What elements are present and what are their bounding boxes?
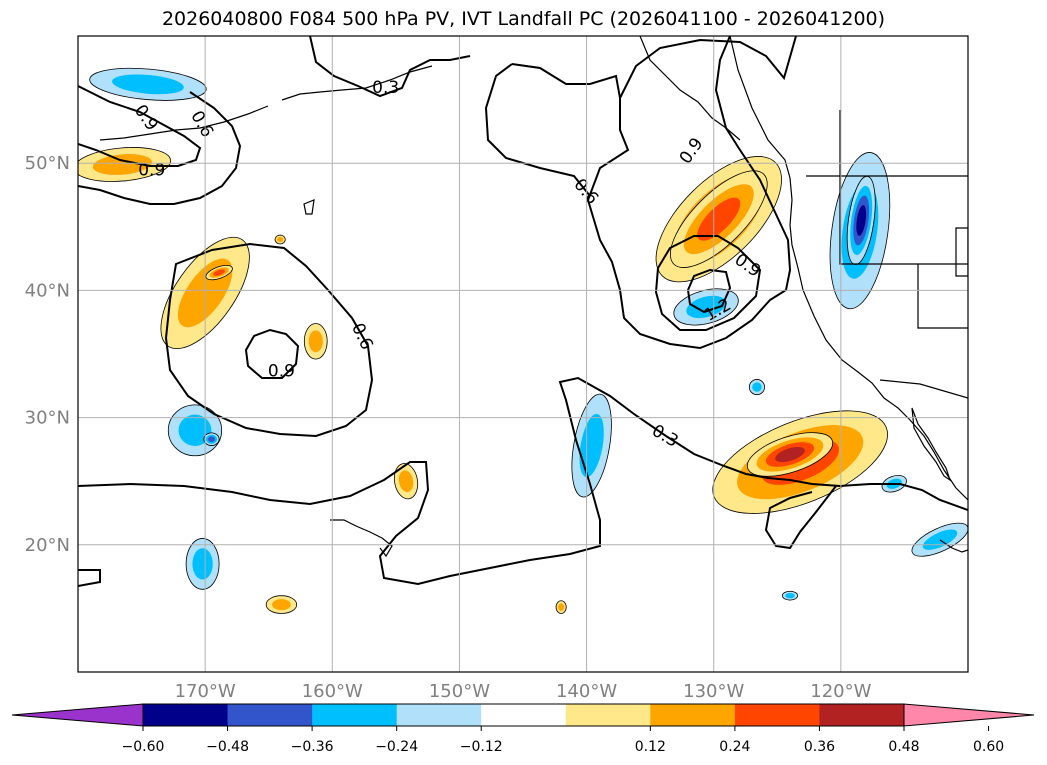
pv-contour-0.6-east-inner bbox=[484, 63, 591, 197]
ivt-neg-subtropical-west-core-level-3 bbox=[208, 436, 215, 443]
colorbar-swatch bbox=[650, 704, 736, 726]
ivt-pos-mid-pacific-cell-level-2 bbox=[308, 330, 323, 353]
border-interior-2 bbox=[917, 264, 968, 329]
colorbar-extend-low bbox=[11, 703, 144, 727]
longitude-tick-labels: 170°W 160°W 150°W 140°W 130°W 120°W bbox=[175, 681, 872, 702]
pv-contour-layer bbox=[78, 36, 968, 587]
coastline-aleutians-west bbox=[99, 105, 269, 141]
ivt-neg-east-pacific-band-level-2 bbox=[579, 413, 604, 478]
colorbar-swatch bbox=[819, 704, 905, 726]
ivt-pos-small-cell-142w-level-2 bbox=[558, 603, 565, 612]
pv-contour-label: 0.9 bbox=[138, 161, 165, 181]
pv-contour-label: 0.9 bbox=[268, 362, 295, 382]
border-interior-3 bbox=[879, 379, 968, 399]
ivt-neg-offshore-california-cell-level-2 bbox=[686, 295, 726, 319]
ivt-pos-central-pacific-arc-core-level-3 bbox=[213, 269, 226, 276]
colorbar-tick-label: −0.36 bbox=[291, 739, 334, 755]
latitude-tick-labels: 20°N 30°N 40°N 50°N bbox=[25, 153, 70, 556]
ivt-neg-aleutian-northwest-cell-level-2 bbox=[112, 74, 184, 95]
lon-tick-label: 160°W bbox=[302, 681, 363, 702]
pv-contour-label: 0.9 bbox=[130, 101, 162, 135]
coastline-baja bbox=[911, 407, 952, 482]
coastline-layer bbox=[99, 36, 968, 558]
colorbar-swatch bbox=[481, 704, 567, 726]
colorbar-tick-label: 0.12 bbox=[635, 739, 666, 755]
colorbar: −0.60 −0.48 −0.36 −0.24 −0.12 0.12 0.24 0.36 0.4… bbox=[11, 703, 1035, 755]
pv-contour-0.3-south bbox=[78, 376, 968, 586]
pv-contour-0.9-aleutian bbox=[78, 85, 202, 167]
colorbar-tick-label: 0.36 bbox=[804, 739, 835, 755]
colorbar-swatch bbox=[227, 704, 313, 726]
colorbar-tick-label: −0.48 bbox=[206, 739, 249, 755]
ivt-pos-hawaii-north-cell-level-2 bbox=[398, 470, 414, 493]
ivt-neg-tropical-west-cell-level-2 bbox=[192, 548, 213, 580]
pv-contour-label: 0.3 bbox=[372, 78, 399, 98]
coastline-hawaii bbox=[330, 519, 393, 558]
ivt-pos-hawaii-west-cell-level-2 bbox=[272, 599, 291, 611]
coastline-mexico-west bbox=[939, 539, 968, 553]
coastline-aleutians-east bbox=[281, 65, 433, 101]
ivt-pos-aleutian-west-band-level-2 bbox=[92, 154, 153, 175]
colorbar-swatch bbox=[734, 704, 820, 726]
lat-tick-label: 30°N bbox=[25, 408, 70, 429]
pv-contour-1.2-low bbox=[686, 268, 732, 314]
map-frame bbox=[77, 35, 969, 673]
ivt-pos-se-subtropical-core-level-4 bbox=[775, 446, 805, 463]
colorbar-tick-label: −0.24 bbox=[375, 739, 418, 755]
lon-tick-label: 120°W bbox=[810, 681, 871, 702]
ivt-neg-subtropical-west-cell-level-2 bbox=[178, 414, 212, 446]
pv-contour-0.3-north-pacific bbox=[309, 36, 471, 98]
lon-tick-label: 140°W bbox=[556, 681, 617, 702]
pv-contour-label: 0.6 bbox=[186, 108, 217, 141]
pv-contour-0.3-west bbox=[78, 569, 101, 587]
pv-contour-label: 0.6 bbox=[347, 320, 377, 353]
colorbar-swatch bbox=[143, 704, 229, 726]
pv-contour-0.6-aleutian bbox=[78, 91, 242, 205]
pv-contour-label: 0.3 bbox=[648, 421, 681, 452]
colorbar-swatch bbox=[396, 704, 482, 726]
border-interior-1 bbox=[839, 110, 968, 265]
colorbar-tick-label: −0.12 bbox=[460, 739, 503, 755]
lon-tick-label: 130°W bbox=[683, 681, 744, 702]
colorbar-tick-label: −0.60 bbox=[122, 739, 165, 755]
figure-title: 2026040800 F084 500 hPa PV, IVT Landfall… bbox=[161, 8, 886, 30]
colorbar-tick-label: 0.48 bbox=[888, 739, 919, 755]
pv-contour-0.3-south-loop bbox=[764, 485, 837, 550]
lat-tick-label: 40°N bbox=[25, 280, 70, 301]
ivt-neg-small-cell-124w-level-2 bbox=[785, 592, 795, 599]
pv-contour-0.9-east bbox=[619, 36, 797, 99]
colorbar-tick-label: 0.24 bbox=[719, 739, 750, 755]
lat-tick-label: 20°N bbox=[25, 535, 70, 556]
pv-contour-label: 0.6 bbox=[569, 175, 602, 209]
ivt-neg-small-cell-127w-level-2 bbox=[752, 382, 762, 392]
ivt-pos-small-cell-164w-level-2 bbox=[277, 236, 284, 243]
island-small bbox=[303, 199, 315, 215]
colorbar-swatch bbox=[565, 704, 651, 726]
ivt-pos-pacific-northwest-core-level-3 bbox=[697, 197, 741, 241]
pv-contour-0.6-east bbox=[511, 36, 792, 350]
colorbar-extend-high bbox=[903, 703, 1035, 727]
ivt-neg-intermountain-west-core-level-4 bbox=[856, 205, 867, 236]
gridlines bbox=[78, 36, 968, 672]
coastline-pacific-northwest bbox=[729, 36, 968, 501]
lon-tick-label: 150°W bbox=[429, 681, 490, 702]
colorbar-tick-label: 0.60 bbox=[973, 739, 1004, 755]
coastline-alaska-panhandle bbox=[639, 36, 741, 141]
colorbar-swatch bbox=[312, 704, 398, 726]
colorbar-frame bbox=[142, 703, 905, 727]
pv-contour-0.9-central bbox=[244, 328, 300, 379]
lon-tick-label: 170°W bbox=[175, 681, 236, 702]
lat-tick-label: 50°N bbox=[25, 153, 70, 174]
pv-contour-0.9-low bbox=[654, 235, 762, 331]
border-interior-4 bbox=[955, 227, 968, 277]
ivt-shading-layer bbox=[78, 67, 968, 614]
